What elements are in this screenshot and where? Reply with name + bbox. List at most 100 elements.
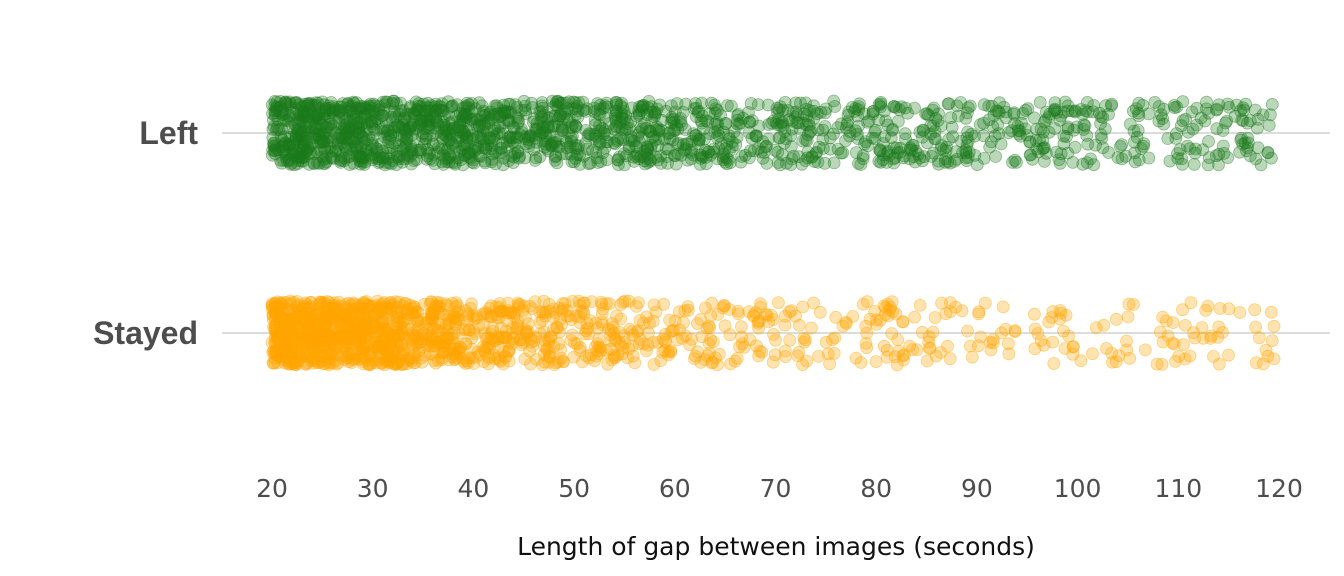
point-left [527,143,541,157]
point-left [913,125,927,139]
point-stayed [356,355,370,368]
point-stayed [436,338,450,352]
point-stayed [326,356,339,370]
point-stayed [1058,342,1072,355]
point-left [475,99,489,113]
point-left [717,147,731,161]
point-left [1057,105,1071,119]
point-left [807,104,821,118]
point-left [353,139,367,153]
point-left [334,153,348,166]
point-stayed [908,310,921,324]
point-left [569,120,583,134]
point-stayed [717,298,731,312]
point-left [771,106,784,119]
point-left [478,154,492,168]
point-left [1078,119,1092,133]
point-left [807,111,821,125]
point-left [658,132,672,146]
point-left [289,102,303,116]
point-left [619,109,633,123]
point-left [437,118,451,132]
point-stayed [1127,298,1140,311]
point-stayed [767,327,780,341]
point-left [645,113,659,127]
point-stayed [664,344,678,358]
point-left [977,116,990,130]
point-left [404,101,418,115]
point-left [375,109,389,122]
point-stayed [840,317,853,330]
point-left [277,143,291,157]
point-stayed [792,345,806,359]
point-stayed [615,347,629,361]
point-left [268,143,282,157]
point-left [708,98,721,112]
point-left [779,132,793,146]
point-left [360,102,373,116]
point-left [274,130,288,144]
point-stayed [1267,319,1281,333]
point-left [310,156,324,170]
point-left [667,123,681,137]
point-stayed [1256,357,1270,371]
point-left [1080,156,1094,170]
point-left [690,110,703,124]
point-left [283,97,297,110]
point-left [784,140,798,153]
point-left [639,121,653,135]
point-left [416,127,430,141]
point-stayed [392,295,406,309]
point-stayed [375,356,389,370]
point-stayed [723,328,737,342]
point-left [887,100,900,114]
point-left [315,127,329,141]
point-stayed [783,333,797,347]
point-stayed [492,301,506,315]
point-left [818,156,832,170]
point-left [293,114,307,127]
point-left [515,125,529,139]
point-stayed [313,340,327,354]
point-stayed [766,313,780,327]
point-left [612,158,625,172]
point-left [588,127,602,141]
point-stayed [448,353,462,367]
point-stayed [877,339,891,353]
point-left [632,152,646,166]
point-left [982,113,996,127]
point-left [984,135,998,149]
point-left [366,136,379,150]
point-left [365,119,379,133]
point-stayed [869,355,883,369]
point-left [495,107,509,121]
point-left [322,99,336,113]
point-left [367,148,381,161]
point-left [642,124,656,138]
point-left [707,145,720,159]
point-left [571,142,585,155]
point-stayed [1002,347,1016,361]
point-left [1200,95,1213,109]
point-stayed [978,296,992,310]
point-left [771,145,785,159]
point-left [703,127,717,141]
point-left [889,101,903,114]
point-left [775,116,788,130]
point-left [681,153,695,167]
point-left [420,142,434,156]
point-left [992,127,1006,141]
point-left [394,96,408,110]
point-left [541,120,555,134]
point-left [1094,117,1107,130]
point-left [1176,95,1190,108]
point-left [489,107,503,121]
point-left [353,154,367,168]
point-left [319,120,333,134]
point-left [475,120,489,133]
point-left [722,152,735,166]
point-left [924,127,937,141]
point-left [318,105,332,118]
point-left [1136,98,1150,112]
point-stayed [789,309,802,323]
